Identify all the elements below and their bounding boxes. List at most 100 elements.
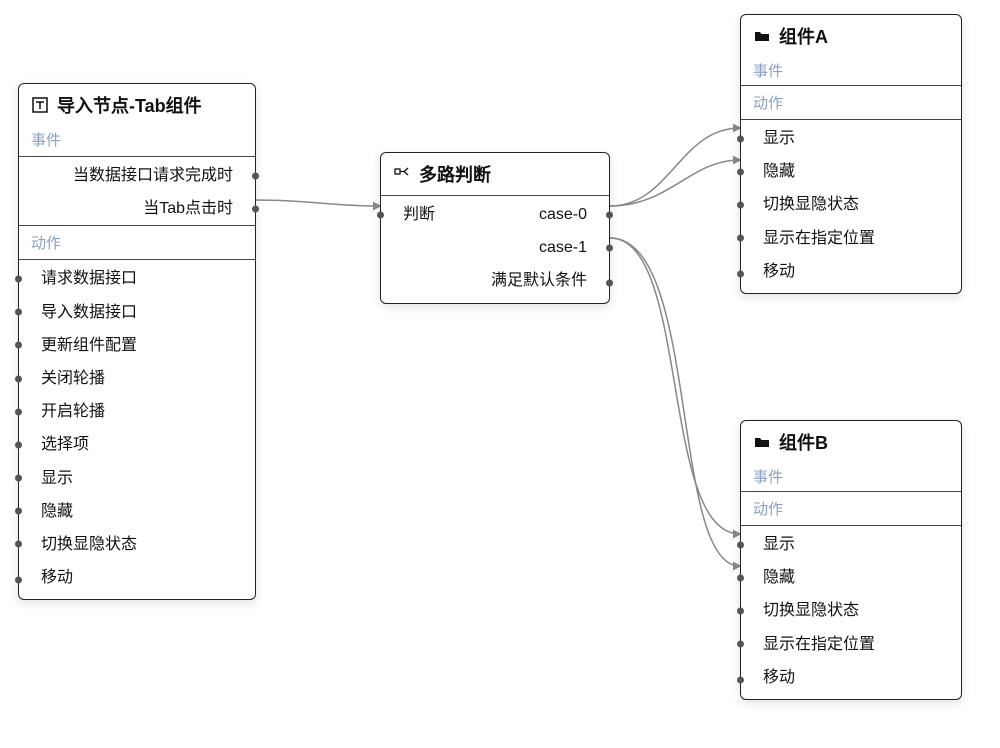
judge-row[interactable]: 满足默认条件	[381, 264, 609, 302]
port-out[interactable]	[606, 244, 613, 251]
action-row[interactable]: 隐藏	[741, 561, 961, 594]
action-label: 切换显隐状态	[763, 196, 859, 213]
divider	[19, 259, 255, 260]
action-label: 隐藏	[41, 503, 73, 520]
node-judge[interactable]: 多路判断 判断 case-0 case-1 满足默认条件	[380, 152, 610, 304]
section-events-label: 事件	[741, 461, 961, 491]
text-frame-icon	[31, 96, 49, 114]
action-row[interactable]: 显示在指定位置	[741, 628, 961, 661]
action-label: 导入数据接口	[41, 304, 137, 321]
action-row[interactable]: 移动	[19, 561, 255, 599]
judge-left-label: 判断	[403, 203, 435, 226]
node-source[interactable]: 导入节点-Tab组件 事件 当数据接口请求完成时 当Tab点击时 动作 请求数据…	[18, 83, 256, 600]
action-label: 切换显隐状态	[763, 602, 859, 619]
divider	[19, 156, 255, 157]
edge	[610, 238, 740, 566]
port-out[interactable]	[606, 280, 613, 287]
judge-row[interactable]: case-1	[381, 231, 609, 264]
edge	[610, 128, 740, 206]
judge-default-label: 满足默认条件	[491, 272, 587, 289]
port-in[interactable]	[737, 270, 744, 277]
action-row[interactable]: 切换显隐状态	[741, 594, 961, 627]
event-row[interactable]: 当数据接口请求完成时	[19, 159, 255, 192]
action-row[interactable]: 显示	[741, 528, 961, 561]
action-row[interactable]: 选择项	[19, 428, 255, 461]
port-out[interactable]	[252, 205, 259, 212]
node-component-b[interactable]: 组件B 事件 动作 显示 隐藏 切换显隐状态 显示在指定位置 移动	[740, 420, 962, 700]
action-row[interactable]: 显示	[19, 462, 255, 495]
event-row[interactable]: 当Tab点击时	[19, 192, 255, 225]
port-in[interactable]	[737, 135, 744, 142]
port-in[interactable]	[15, 309, 22, 316]
port-in[interactable]	[15, 408, 22, 415]
action-label: 显示	[763, 130, 795, 147]
port-in[interactable]	[15, 441, 22, 448]
action-row[interactable]: 移动	[741, 255, 961, 293]
port-in[interactable]	[15, 541, 22, 548]
action-label: 更新组件配置	[41, 337, 137, 354]
judge-case-label: case-0	[539, 203, 587, 226]
port-in[interactable]	[737, 168, 744, 175]
node-header: 组件A	[741, 15, 961, 55]
port-in[interactable]	[737, 235, 744, 242]
port-in[interactable]	[15, 275, 22, 282]
judge-row[interactable]: 判断 case-0	[381, 198, 609, 231]
action-label: 移动	[763, 263, 795, 280]
judge-case-label: case-1	[539, 239, 587, 256]
action-row[interactable]: 切换显隐状态	[19, 528, 255, 561]
action-row[interactable]: 切换显隐状态	[741, 188, 961, 221]
action-label: 移动	[763, 669, 795, 686]
node-header: 导入节点-Tab组件	[19, 84, 255, 124]
action-label: 显示	[763, 536, 795, 553]
edge	[256, 200, 380, 206]
event-label: 当Tab点击时	[143, 200, 233, 217]
port-in[interactable]	[737, 676, 744, 683]
action-row[interactable]: 隐藏	[741, 155, 961, 188]
action-row[interactable]: 请求数据接口	[19, 262, 255, 295]
port-in[interactable]	[15, 508, 22, 515]
divider	[381, 195, 609, 196]
port-in[interactable]	[737, 574, 744, 581]
port-in[interactable]	[377, 211, 384, 218]
action-label: 隐藏	[763, 163, 795, 180]
folder-icon	[753, 27, 771, 45]
action-label: 选择项	[41, 436, 89, 453]
port-out[interactable]	[606, 211, 613, 218]
action-label: 移动	[41, 569, 73, 586]
action-row[interactable]: 关闭轮播	[19, 362, 255, 395]
port-in[interactable]	[15, 475, 22, 482]
port-in[interactable]	[737, 641, 744, 648]
node-title: 组件B	[779, 429, 828, 455]
action-label: 显示	[41, 470, 73, 487]
section-events-label: 事件	[19, 124, 255, 154]
port-out[interactable]	[252, 172, 259, 179]
action-row[interactable]: 显示在指定位置	[741, 222, 961, 255]
action-row[interactable]: 导入数据接口	[19, 296, 255, 329]
action-row[interactable]: 开启轮播	[19, 395, 255, 428]
action-row[interactable]: 移动	[741, 661, 961, 699]
port-in[interactable]	[15, 342, 22, 349]
divider	[741, 119, 961, 120]
action-label: 请求数据接口	[41, 270, 137, 287]
node-header: 多路判断	[381, 153, 609, 193]
action-label: 切换显隐状态	[41, 536, 137, 553]
action-label: 开启轮播	[41, 403, 105, 420]
port-in[interactable]	[737, 607, 744, 614]
section-actions-label: 动作	[741, 85, 961, 117]
section-events-label: 事件	[741, 55, 961, 85]
node-title: 导入节点-Tab组件	[57, 92, 202, 118]
edge	[610, 238, 740, 534]
action-row[interactable]: 隐藏	[19, 495, 255, 528]
action-label: 显示在指定位置	[763, 230, 875, 247]
node-component-a[interactable]: 组件A 事件 动作 显示 隐藏 切换显隐状态 显示在指定位置 移动	[740, 14, 962, 294]
port-in[interactable]	[15, 577, 22, 584]
action-row[interactable]: 更新组件配置	[19, 329, 255, 362]
port-in[interactable]	[15, 375, 22, 382]
section-actions-label: 动作	[741, 491, 961, 523]
branch-icon	[393, 165, 411, 183]
port-in[interactable]	[737, 541, 744, 548]
node-header: 组件B	[741, 421, 961, 461]
action-row[interactable]: 显示	[741, 122, 961, 155]
section-actions-label: 动作	[19, 225, 255, 257]
port-in[interactable]	[737, 201, 744, 208]
